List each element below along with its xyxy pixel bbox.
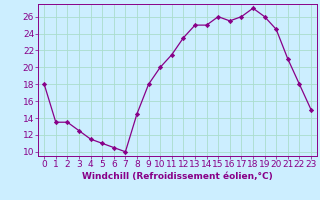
X-axis label: Windchill (Refroidissement éolien,°C): Windchill (Refroidissement éolien,°C) [82, 172, 273, 181]
